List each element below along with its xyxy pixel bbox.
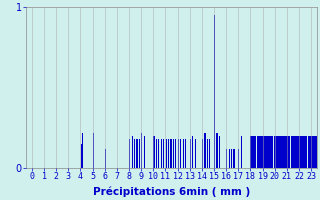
Bar [291, 136, 292, 168]
Bar [168, 139, 169, 168]
Bar [192, 136, 193, 168]
Bar [266, 136, 268, 168]
Bar [132, 136, 133, 168]
Bar [288, 136, 289, 168]
Bar [253, 136, 254, 168]
Bar [295, 136, 297, 168]
Bar [280, 136, 281, 168]
Bar [281, 136, 282, 168]
Bar [297, 136, 298, 168]
Bar [310, 136, 311, 168]
Bar [182, 139, 184, 168]
Bar [303, 136, 304, 168]
Bar [274, 136, 275, 168]
Bar [231, 149, 232, 168]
Bar [260, 136, 261, 168]
Bar [136, 139, 138, 168]
Bar [226, 149, 227, 168]
Bar [308, 136, 309, 168]
Bar [190, 139, 191, 168]
Bar [238, 149, 239, 168]
Bar [195, 139, 196, 168]
Bar [129, 139, 130, 168]
Bar [272, 136, 274, 168]
Bar [269, 136, 270, 168]
Bar [161, 139, 162, 168]
Bar [314, 136, 315, 168]
Bar [305, 136, 306, 168]
Bar [156, 139, 157, 168]
Bar [283, 136, 284, 168]
Bar [234, 149, 235, 168]
Bar [259, 136, 260, 168]
Bar [312, 136, 314, 168]
Bar [301, 136, 303, 168]
Bar [317, 136, 318, 168]
Bar [252, 136, 253, 168]
Bar [105, 149, 106, 168]
Bar [165, 139, 167, 168]
Bar [318, 136, 320, 168]
Bar [134, 139, 135, 168]
Bar [251, 136, 252, 168]
Bar [292, 136, 293, 168]
Bar [315, 136, 316, 168]
Bar [278, 136, 280, 168]
Bar [204, 133, 205, 168]
Bar [257, 136, 258, 168]
Bar [264, 136, 265, 168]
Bar [265, 136, 266, 168]
Bar [289, 136, 291, 168]
Bar [175, 139, 176, 168]
Bar [300, 136, 301, 168]
Bar [306, 136, 308, 168]
Bar [241, 136, 242, 168]
Bar [158, 139, 159, 168]
Bar [93, 133, 94, 168]
Bar [258, 136, 259, 168]
Bar [228, 149, 230, 168]
Bar [81, 144, 82, 168]
Bar [287, 136, 288, 168]
Bar [153, 136, 155, 168]
Bar [214, 15, 215, 168]
Bar [185, 139, 186, 168]
Bar [294, 136, 295, 168]
Bar [275, 136, 276, 168]
Bar [261, 136, 263, 168]
Bar [299, 136, 300, 168]
Bar [219, 136, 220, 168]
Bar [255, 136, 257, 168]
X-axis label: Précipitations 6min ( mm ): Précipitations 6min ( mm ) [93, 187, 250, 197]
Bar [82, 133, 83, 168]
Bar [209, 139, 210, 168]
Bar [202, 139, 203, 168]
Bar [254, 136, 255, 168]
Bar [170, 139, 172, 168]
Bar [180, 139, 181, 168]
Bar [144, 136, 145, 168]
Bar [207, 139, 208, 168]
Bar [311, 136, 312, 168]
Bar [163, 139, 164, 168]
Bar [277, 136, 278, 168]
Bar [276, 136, 277, 168]
Bar [263, 136, 264, 168]
Bar [173, 139, 174, 168]
Bar [271, 136, 272, 168]
Bar [178, 139, 179, 168]
Bar [298, 136, 299, 168]
Bar [316, 136, 317, 168]
Bar [141, 133, 142, 168]
Bar [139, 139, 140, 168]
Bar [304, 136, 305, 168]
Bar [293, 136, 294, 168]
Bar [282, 136, 283, 168]
Bar [309, 136, 310, 168]
Bar [270, 136, 271, 168]
Bar [284, 136, 286, 168]
Bar [286, 136, 287, 168]
Bar [217, 133, 218, 168]
